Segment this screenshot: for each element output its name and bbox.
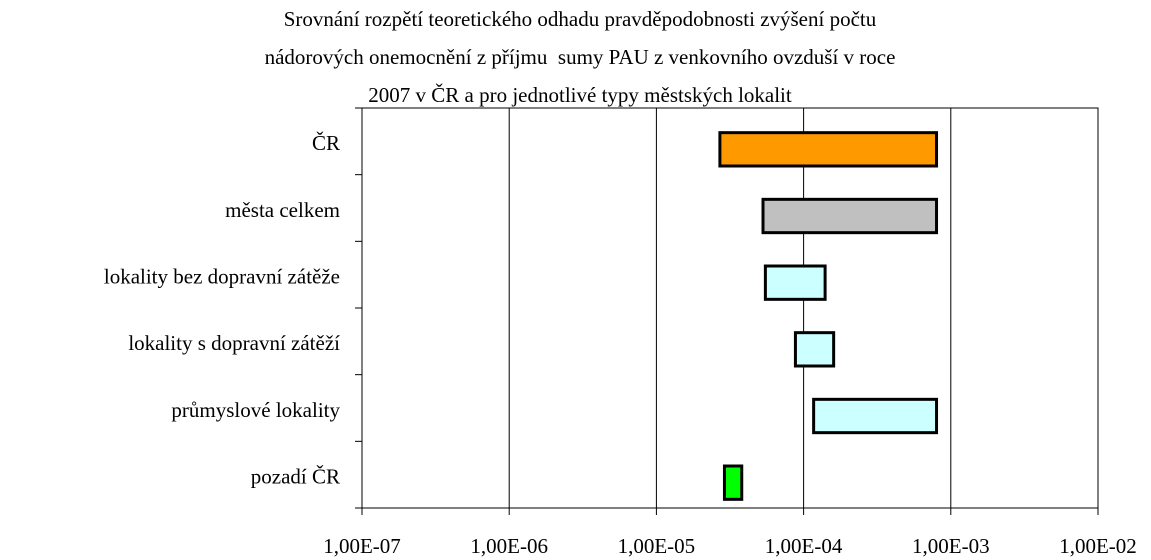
range-bar bbox=[812, 397, 939, 435]
y-tick-label: lokality bez dopravní zátěže bbox=[104, 264, 340, 288]
x-tick-label: 1,00E-03 bbox=[912, 534, 990, 558]
y-tick-label: pozadí ČR bbox=[251, 464, 340, 488]
plot-area bbox=[361, 107, 1099, 509]
y-tick-label: lokality s dopravní zátěží bbox=[128, 331, 340, 355]
range-bar bbox=[763, 264, 827, 301]
chart-title: 2007 v ČR a pro jednotlivé typy městskýc… bbox=[368, 83, 792, 107]
y-tick-label: ČR bbox=[312, 131, 340, 155]
range-bar bbox=[761, 197, 939, 235]
x-tick-label: 1,00E-02 bbox=[1059, 534, 1137, 558]
x-tick-label: 1,00E-05 bbox=[618, 534, 696, 558]
x-tick-label: 1,00E-06 bbox=[470, 534, 548, 558]
x-tick-label: 1,00E-04 bbox=[765, 534, 843, 558]
y-tick-label: města celkem bbox=[225, 198, 340, 222]
range-bar bbox=[722, 464, 744, 501]
chart-title: nádorových onemocnění z příjmu sumy PAU … bbox=[265, 45, 896, 69]
y-tick-label: průmyslové lokality bbox=[171, 398, 340, 422]
chart-title: Srovnání rozpětí teoretického odhadu pra… bbox=[284, 7, 877, 31]
x-tick-label: 1,00E-07 bbox=[323, 534, 401, 558]
range-bar bbox=[793, 331, 836, 368]
range-bar bbox=[718, 131, 939, 168]
